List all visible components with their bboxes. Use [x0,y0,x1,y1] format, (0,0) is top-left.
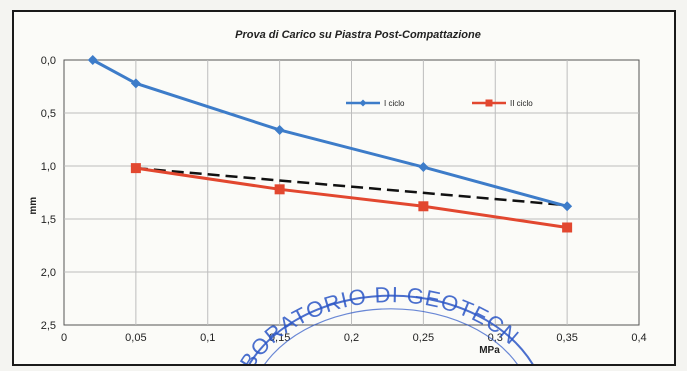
y-tick-label: 0,0 [41,55,56,67]
x-tick-labels: 0 0,05 0,1 0,15 0,2 0,25 0,3 0,35 0,4 [61,332,647,344]
y-axis-label: mm [28,197,39,215]
line-chart: Prova di Carico su Piastra Post-Compatta… [28,29,647,364]
legend-marker [485,99,493,107]
y-tick-label: 1,0 [41,161,56,173]
legend-label: I ciclo [384,99,405,108]
y-tick-label: 0,5 [41,108,56,120]
legend: I ciclo II ciclo [346,99,533,108]
chart-frame: Prova di Carico su Piastra Post-Compatta… [12,10,676,366]
y-tick-label: 1,5 [41,214,56,226]
series-line-2 [135,166,568,229]
reference-line [135,166,568,207]
series-group [87,55,573,233]
y-tick-label: 2,5 [41,320,56,332]
x-tick-label: 0,05 [125,332,146,344]
data-point-diamond [562,201,573,212]
x-tick-label: 0,4 [631,332,646,344]
x-axis-label: MPa [479,345,500,356]
data-point-square [562,222,573,233]
legend-marker [359,99,367,107]
x-tick-label: 0,3 [488,332,503,344]
data-point-diamond [274,124,285,135]
x-tick-label: 0,1 [200,332,215,344]
data-point-diamond [418,162,429,173]
data-point-diamond [87,55,98,65]
x-tick-label: 0 [61,332,67,344]
x-tick-label: 0,35 [556,332,577,344]
y-tick-labels: 0,0 0,5 1,0 1,5 2,0 2,5 [41,55,56,332]
x-tick-label: 0,2 [344,332,359,344]
chart-title: Prova di Carico su Piastra Post-Compatta… [235,29,481,41]
data-point-diamond [130,78,141,89]
grid [64,60,639,325]
data-point-square [274,184,285,195]
data-point-square [130,163,141,174]
dashed-reference-line [135,166,568,207]
y-tick-label: 2,0 [41,267,56,279]
data-point-square [418,201,429,212]
x-tick-label: 0,25 [413,332,434,344]
legend-label: II ciclo [510,99,533,108]
